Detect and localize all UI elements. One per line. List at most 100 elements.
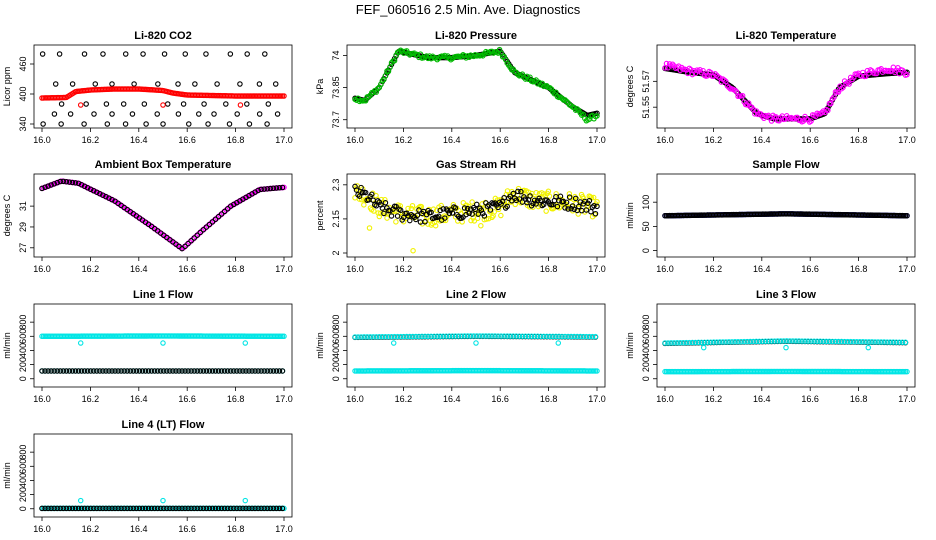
data-point [846,81,852,87]
x-tick-label: 16.8 [540,135,558,145]
data-point [66,505,73,512]
data-point [279,505,286,512]
data-point [118,368,124,374]
y-tick-label: 2.3 [331,179,341,192]
x-tick-label: 16.6 [491,135,509,145]
data-point [57,505,64,512]
y-tick-label: 27 [18,243,28,253]
data-point [206,221,213,228]
data-point [546,193,553,199]
data-point [246,368,252,374]
data-point [203,51,209,57]
x-tick-label: 16.0 [33,264,51,274]
data-point [388,213,395,219]
data-point [39,368,45,374]
data-point [145,505,152,512]
panel-grid: Li-820 CO2 Licor ppm 340 400 460 16.0 16.2 16.4… [2,30,916,534]
data-point [72,368,79,374]
data-point [358,184,364,191]
data-point [729,339,735,345]
data-point [234,505,240,512]
data-point [432,222,439,229]
data-point [39,185,45,192]
x-tick-label: 16.8 [227,524,245,534]
data-point [66,179,73,185]
data-point [409,202,416,209]
data-point [707,339,714,345]
data-point [112,505,118,512]
data-point [562,205,568,211]
data-point [471,218,478,224]
data-point [270,368,277,374]
data-point [662,340,668,346]
data-point [422,333,428,340]
data-point [264,121,270,127]
panel-title: Li-820 Pressure [435,30,517,42]
data-point [565,333,571,340]
data-point [48,368,54,374]
data-point [142,368,149,374]
data-point [267,505,274,512]
data-point [224,368,231,374]
data-point [252,505,258,512]
data-point [463,211,469,218]
data-point [461,333,468,339]
data-point [847,338,854,345]
x-tick-label: 16.4 [443,394,461,404]
data-point [370,334,377,340]
data-point [78,182,85,188]
data-point [473,340,479,346]
data-point [109,368,115,374]
data-point [875,339,881,345]
data-point [583,333,590,340]
x-tick-label: 16.8 [540,264,558,274]
plot-frame [656,303,916,388]
panel-title: Gas Stream RH [436,159,516,171]
x-tick-label: 16.2 [395,394,413,404]
data-point [281,333,287,340]
data-point [56,51,63,57]
data-point [726,339,732,345]
data-point [60,178,67,185]
data-point [865,344,872,351]
data-point [258,186,264,193]
data-point [461,205,468,211]
x-tick-label: 16.8 [227,264,245,274]
data-point [780,338,787,344]
data-point [63,368,70,374]
x-tick-label: 16.0 [656,394,674,404]
data-point [124,505,130,512]
panel-co2: Li-820 CO2 Licor ppm 340 400 460 16.0 16.2 16.4… [2,30,293,145]
data-point [167,505,173,512]
x-tick-label: 17.0 [275,524,293,534]
data-point [94,189,100,195]
data-point [361,202,367,208]
data-point [547,333,553,340]
data-point [904,212,910,219]
data-point [92,81,99,87]
data-point [504,333,510,339]
data-point [197,368,204,374]
data-point [700,344,707,351]
y-tick-label: 73.85 [331,76,341,99]
data-point [548,86,555,92]
data-point [185,240,191,247]
data-point [258,368,264,374]
data-point [840,84,846,91]
data-point [397,207,404,213]
data-point [234,368,240,374]
x-tick-label: 16.6 [178,135,196,145]
data-point [155,81,161,87]
data-point [720,339,726,345]
data-point [768,338,775,344]
data-point [218,211,225,217]
series-yellow [352,183,600,254]
data-point [586,333,593,340]
data-point [405,205,411,212]
data-point [90,187,97,194]
data-point [854,338,860,345]
y-tick-label: 51.57 [641,70,651,93]
panel-title: Line 3 Flow [756,289,816,301]
y-axis-label: degrees C [625,65,635,107]
data-point [51,111,58,117]
